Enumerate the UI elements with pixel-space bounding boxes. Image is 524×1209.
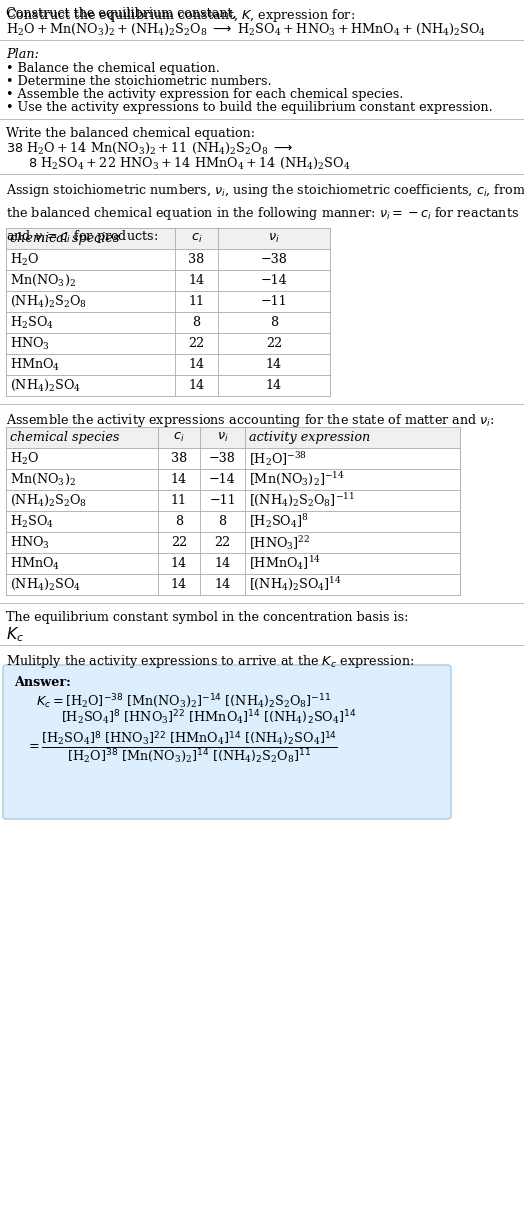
Text: 14: 14 [266, 358, 282, 371]
Text: $\mathregular{H_2SO_4}$: $\mathregular{H_2SO_4}$ [10, 514, 54, 530]
Text: $c_i$: $c_i$ [191, 232, 202, 245]
Text: $\mathregular{HMnO_4}$: $\mathregular{HMnO_4}$ [10, 357, 60, 372]
Text: $= \dfrac{[\mathregular{H_2SO_4}]^8\ [\mathregular{HNO_3}]^{22}\ [\mathregular{H: $= \dfrac{[\mathregular{H_2SO_4}]^8\ [\m… [26, 730, 338, 765]
Text: $\mathregular{[(NH_4)_2S_2O_8]^{-11}}$: $\mathregular{[(NH_4)_2S_2O_8]^{-11}}$ [249, 492, 355, 509]
Text: Plan:: Plan: [6, 48, 39, 60]
Text: 38: 38 [188, 253, 205, 266]
Text: • Use the activity expressions to build the equilibrium constant expression.: • Use the activity expressions to build … [6, 102, 493, 114]
FancyBboxPatch shape [3, 665, 451, 818]
Text: −14: −14 [260, 274, 287, 287]
Text: $\mathregular{(NH_4)_2SO_4}$: $\mathregular{(NH_4)_2SO_4}$ [10, 378, 81, 393]
Text: $\mathregular{[HMnO_4]^{14}}$: $\mathregular{[HMnO_4]^{14}}$ [249, 555, 321, 573]
Text: 38: 38 [171, 452, 187, 465]
Text: $K_c$: $K_c$ [6, 625, 24, 643]
Text: $\mathregular{[H_2SO_4]^8}$: $\mathregular{[H_2SO_4]^8}$ [249, 513, 309, 531]
Text: 22: 22 [214, 536, 231, 549]
Text: $\mathregular{HNO_3}$: $\mathregular{HNO_3}$ [10, 534, 50, 550]
Text: −11: −11 [209, 494, 236, 507]
Text: $\mathregular{H_2O + Mn(NO_3)_2 + (NH_4)_2S_2O_8}$$\ \longrightarrow\ $$\mathreg: $\mathregular{H_2O + Mn(NO_3)_2 + (NH_4)… [6, 22, 486, 37]
Text: • Assemble the activity expression for each chemical species.: • Assemble the activity expression for e… [6, 88, 403, 102]
Text: 14: 14 [214, 578, 231, 591]
Text: Answer:: Answer: [14, 676, 71, 689]
Text: The equilibrium constant symbol in the concentration basis is:: The equilibrium constant symbol in the c… [6, 611, 409, 624]
Text: 14: 14 [171, 473, 187, 486]
Text: $\mathregular{H_2O}$: $\mathregular{H_2O}$ [10, 251, 39, 267]
Text: $\mathregular{[Mn(NO_3)_2]^{-14}}$: $\mathregular{[Mn(NO_3)_2]^{-14}}$ [249, 472, 345, 488]
Text: 14: 14 [266, 378, 282, 392]
Text: $\mathregular{[HNO_3]^{22}}$: $\mathregular{[HNO_3]^{22}}$ [249, 533, 310, 551]
Text: $[\mathregular{H_2SO_4}]^8\ [\mathregular{HNO_3}]^{22}\ [\mathregular{HMnO_4}]^{: $[\mathregular{H_2SO_4}]^8\ [\mathregula… [61, 708, 356, 727]
Text: Assemble the activity expressions accounting for the state of matter and $\nu_i$: Assemble the activity expressions accoun… [6, 412, 495, 429]
Text: 14: 14 [189, 274, 204, 287]
Text: 14: 14 [214, 557, 231, 569]
Text: $\mathregular{Mn(NO_3)_2}$: $\mathregular{Mn(NO_3)_2}$ [10, 472, 76, 487]
Text: Construct the equilibrium constant, $K$, expression for:: Construct the equilibrium constant, $K$,… [6, 7, 355, 24]
Text: 22: 22 [266, 337, 282, 349]
Text: chemical species: chemical species [10, 232, 119, 245]
Text: −11: −11 [260, 295, 287, 308]
Text: activity expression: activity expression [249, 430, 370, 444]
Text: 14: 14 [189, 358, 204, 371]
Bar [6, 427, 460, 449]
Text: 11: 11 [189, 295, 204, 308]
Text: 11: 11 [171, 494, 187, 507]
Text: • Balance the chemical equation.: • Balance the chemical equation. [6, 62, 220, 75]
Text: $\nu_i$: $\nu_i$ [217, 430, 228, 444]
Text: $38\ \mathregular{H_2O + 14\ Mn(NO_3)_2 + 11\ (NH_4)_2S_2O_8}\ \longrightarrow$: $38\ \mathregular{H_2O + 14\ Mn(NO_3)_2 … [6, 141, 293, 156]
Text: $\mathregular{(NH_4)_2S_2O_8}$: $\mathregular{(NH_4)_2S_2O_8}$ [10, 493, 87, 508]
Text: −38: −38 [260, 253, 288, 266]
Text: $\mathregular{H_2SO_4}$: $\mathregular{H_2SO_4}$ [10, 314, 54, 330]
Text: $\mathregular{(NH_4)_2S_2O_8}$: $\mathregular{(NH_4)_2S_2O_8}$ [10, 294, 87, 310]
Text: 8: 8 [270, 316, 278, 329]
Text: 8: 8 [192, 316, 201, 329]
Text: Mulitply the activity expressions to arrive at the $K_c$ expression:: Mulitply the activity expressions to arr… [6, 653, 414, 670]
Text: • Determine the stoichiometric numbers.: • Determine the stoichiometric numbers. [6, 75, 271, 88]
Text: $\quad 8\ \mathregular{H_2SO_4 + 22\ HNO_3 + 14\ HMnO_4 + 14\ (NH_4)_2SO_4}$: $\quad 8\ \mathregular{H_2SO_4 + 22\ HNO… [16, 156, 351, 172]
Text: 22: 22 [171, 536, 187, 549]
Text: $\mathregular{(NH_4)_2SO_4}$: $\mathregular{(NH_4)_2SO_4}$ [10, 577, 81, 592]
Text: $K_c = [\mathregular{H_2O}]^{-38}\ [\mathregular{Mn(NO_3)_2}]^{-14}\ [(\mathregu: $K_c = [\mathregular{H_2O}]^{-38}\ [\mat… [36, 692, 331, 710]
Text: $\nu_i$: $\nu_i$ [268, 232, 280, 245]
Text: chemical species: chemical species [10, 430, 119, 444]
Text: 14: 14 [171, 578, 187, 591]
Text: −14: −14 [209, 473, 236, 486]
Text: −38: −38 [209, 452, 236, 465]
Text: Write the balanced chemical equation:: Write the balanced chemical equation: [6, 127, 255, 140]
Text: 22: 22 [188, 337, 205, 349]
Text: Construct the equilibrium constant,: Construct the equilibrium constant, [6, 7, 241, 21]
Text: $\mathregular{[H_2O]^{-38}}$: $\mathregular{[H_2O]^{-38}}$ [249, 450, 307, 468]
Text: Assign stoichiometric numbers, $\nu_i$, using the stoichiometric coefficients, $: Assign stoichiometric numbers, $\nu_i$, … [6, 183, 524, 245]
Text: $\mathregular{[(NH_4)_2SO_4]^{14}}$: $\mathregular{[(NH_4)_2SO_4]^{14}}$ [249, 575, 342, 594]
Text: 8: 8 [175, 515, 183, 528]
Text: 14: 14 [189, 378, 204, 392]
Text: 14: 14 [171, 557, 187, 569]
Text: $\mathregular{H_2O}$: $\mathregular{H_2O}$ [10, 451, 39, 467]
Text: $\mathregular{Mn(NO_3)_2}$: $\mathregular{Mn(NO_3)_2}$ [10, 273, 76, 288]
Text: $\mathregular{HNO_3}$: $\mathregular{HNO_3}$ [10, 335, 50, 352]
Text: 8: 8 [219, 515, 226, 528]
Text: $\mathregular{HMnO_4}$: $\mathregular{HMnO_4}$ [10, 555, 60, 572]
Bar [6, 229, 330, 249]
Text: $c_i$: $c_i$ [173, 430, 185, 444]
